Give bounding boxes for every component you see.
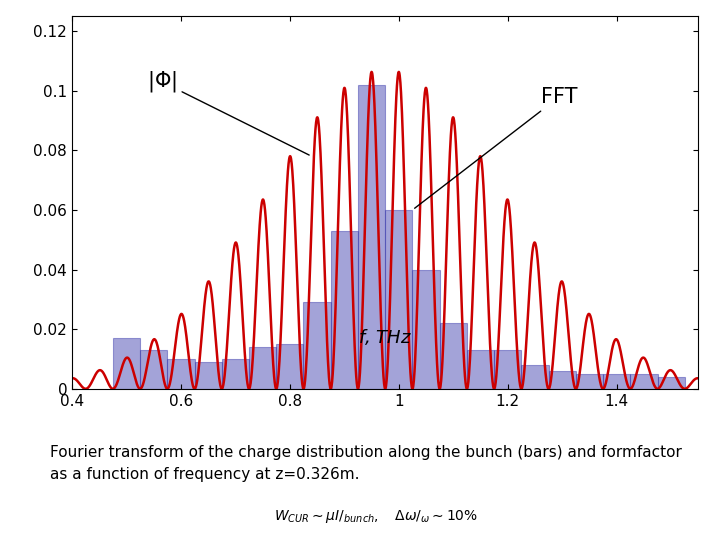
Text: $W_{CUR} \sim \mu I/_{bunch},\quad \Delta\omega/_{\omega} \sim 10\%$: $W_{CUR} \sim \mu I/_{bunch},\quad \Delt… (274, 508, 477, 524)
Bar (440, 323, 467, 389)
Bar (222, 359, 249, 389)
Bar (630, 374, 657, 389)
Bar (413, 269, 440, 389)
Bar (385, 210, 413, 389)
Bar (276, 344, 304, 389)
Bar (194, 362, 222, 389)
Bar (603, 374, 630, 389)
Text: as a function of frequency at z=0.326m.: as a function of frequency at z=0.326m. (50, 467, 360, 482)
Text: Fourier transform of the charge distribution along the bunch (bars) and formfact: Fourier transform of the charge distribu… (50, 446, 683, 461)
Text: $|\Phi|$: $|\Phi|$ (147, 69, 309, 155)
Bar (358, 85, 385, 389)
Text: FFT: FFT (415, 87, 577, 208)
Bar (657, 377, 685, 389)
Bar (167, 359, 194, 389)
Bar (467, 350, 494, 389)
Bar (494, 350, 521, 389)
Bar (249, 347, 276, 389)
Bar (304, 302, 330, 389)
Bar (549, 371, 576, 389)
Bar (330, 231, 358, 389)
Bar (113, 338, 140, 389)
Text: $f$, THz: $f$, THz (358, 327, 413, 347)
Bar (521, 365, 549, 389)
Bar (576, 374, 603, 389)
Bar (140, 350, 167, 389)
